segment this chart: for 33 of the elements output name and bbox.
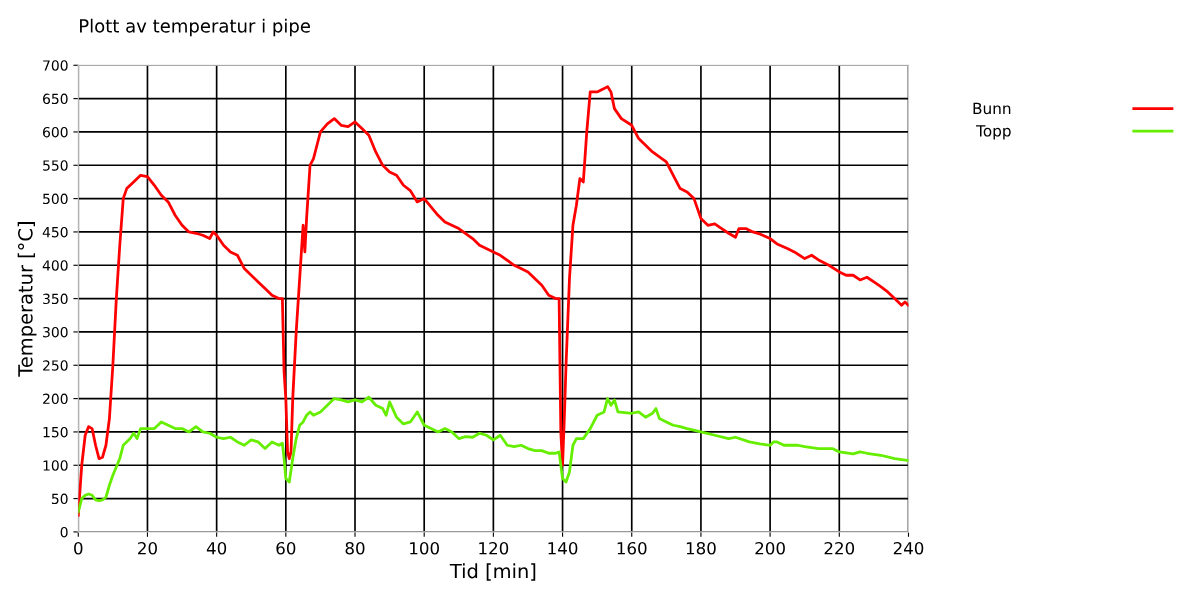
y-tick-label: 250 xyxy=(43,360,68,371)
chart-title: Plott av temperatur i pipe xyxy=(80,18,310,37)
x-tick-label: 200 xyxy=(755,541,785,555)
y-tick-label: 700 xyxy=(43,60,68,71)
x-tick-label: 140 xyxy=(548,541,578,555)
y-tick-label: 100 xyxy=(43,460,68,471)
x-tick-label: 0 xyxy=(74,541,83,555)
x-tick-label: 20 xyxy=(138,541,157,555)
y-tick-label: 600 xyxy=(43,126,68,138)
y-tick-label: 350 xyxy=(43,293,68,305)
x-tick-label: 160 xyxy=(617,541,647,555)
y-tick-label: 150 xyxy=(43,426,68,438)
y-tick-label: 400 xyxy=(42,260,68,271)
x-axis-title: Tid [min] xyxy=(449,563,536,581)
y-tick-label: 0 xyxy=(60,526,68,538)
x-tick-label: 60 xyxy=(276,541,296,555)
x-tick-label: 80 xyxy=(345,541,365,555)
y-axis-title: Temperatur [°C] xyxy=(17,222,37,377)
x-tick-label: 120 xyxy=(479,541,509,555)
y-tick-label: 200 xyxy=(43,393,68,405)
y-tick-label: 650 xyxy=(43,93,68,105)
x-tick-label: 100 xyxy=(410,541,439,555)
y-tick-label: 500 xyxy=(43,193,68,205)
x-tick-label: 180 xyxy=(686,541,716,555)
x-tick-label: 240 xyxy=(893,541,924,555)
y-tick-label: 550 xyxy=(43,160,68,171)
x-tick-label: 220 xyxy=(824,541,855,555)
y-tick-label: 300 xyxy=(43,326,68,338)
x-tick-label: 40 xyxy=(206,541,227,555)
y-tick-label: 50 xyxy=(51,493,68,505)
text: Topp xyxy=(976,125,1011,140)
text: Bunn xyxy=(973,102,1011,115)
y-tick-label: 450 xyxy=(42,226,68,238)
